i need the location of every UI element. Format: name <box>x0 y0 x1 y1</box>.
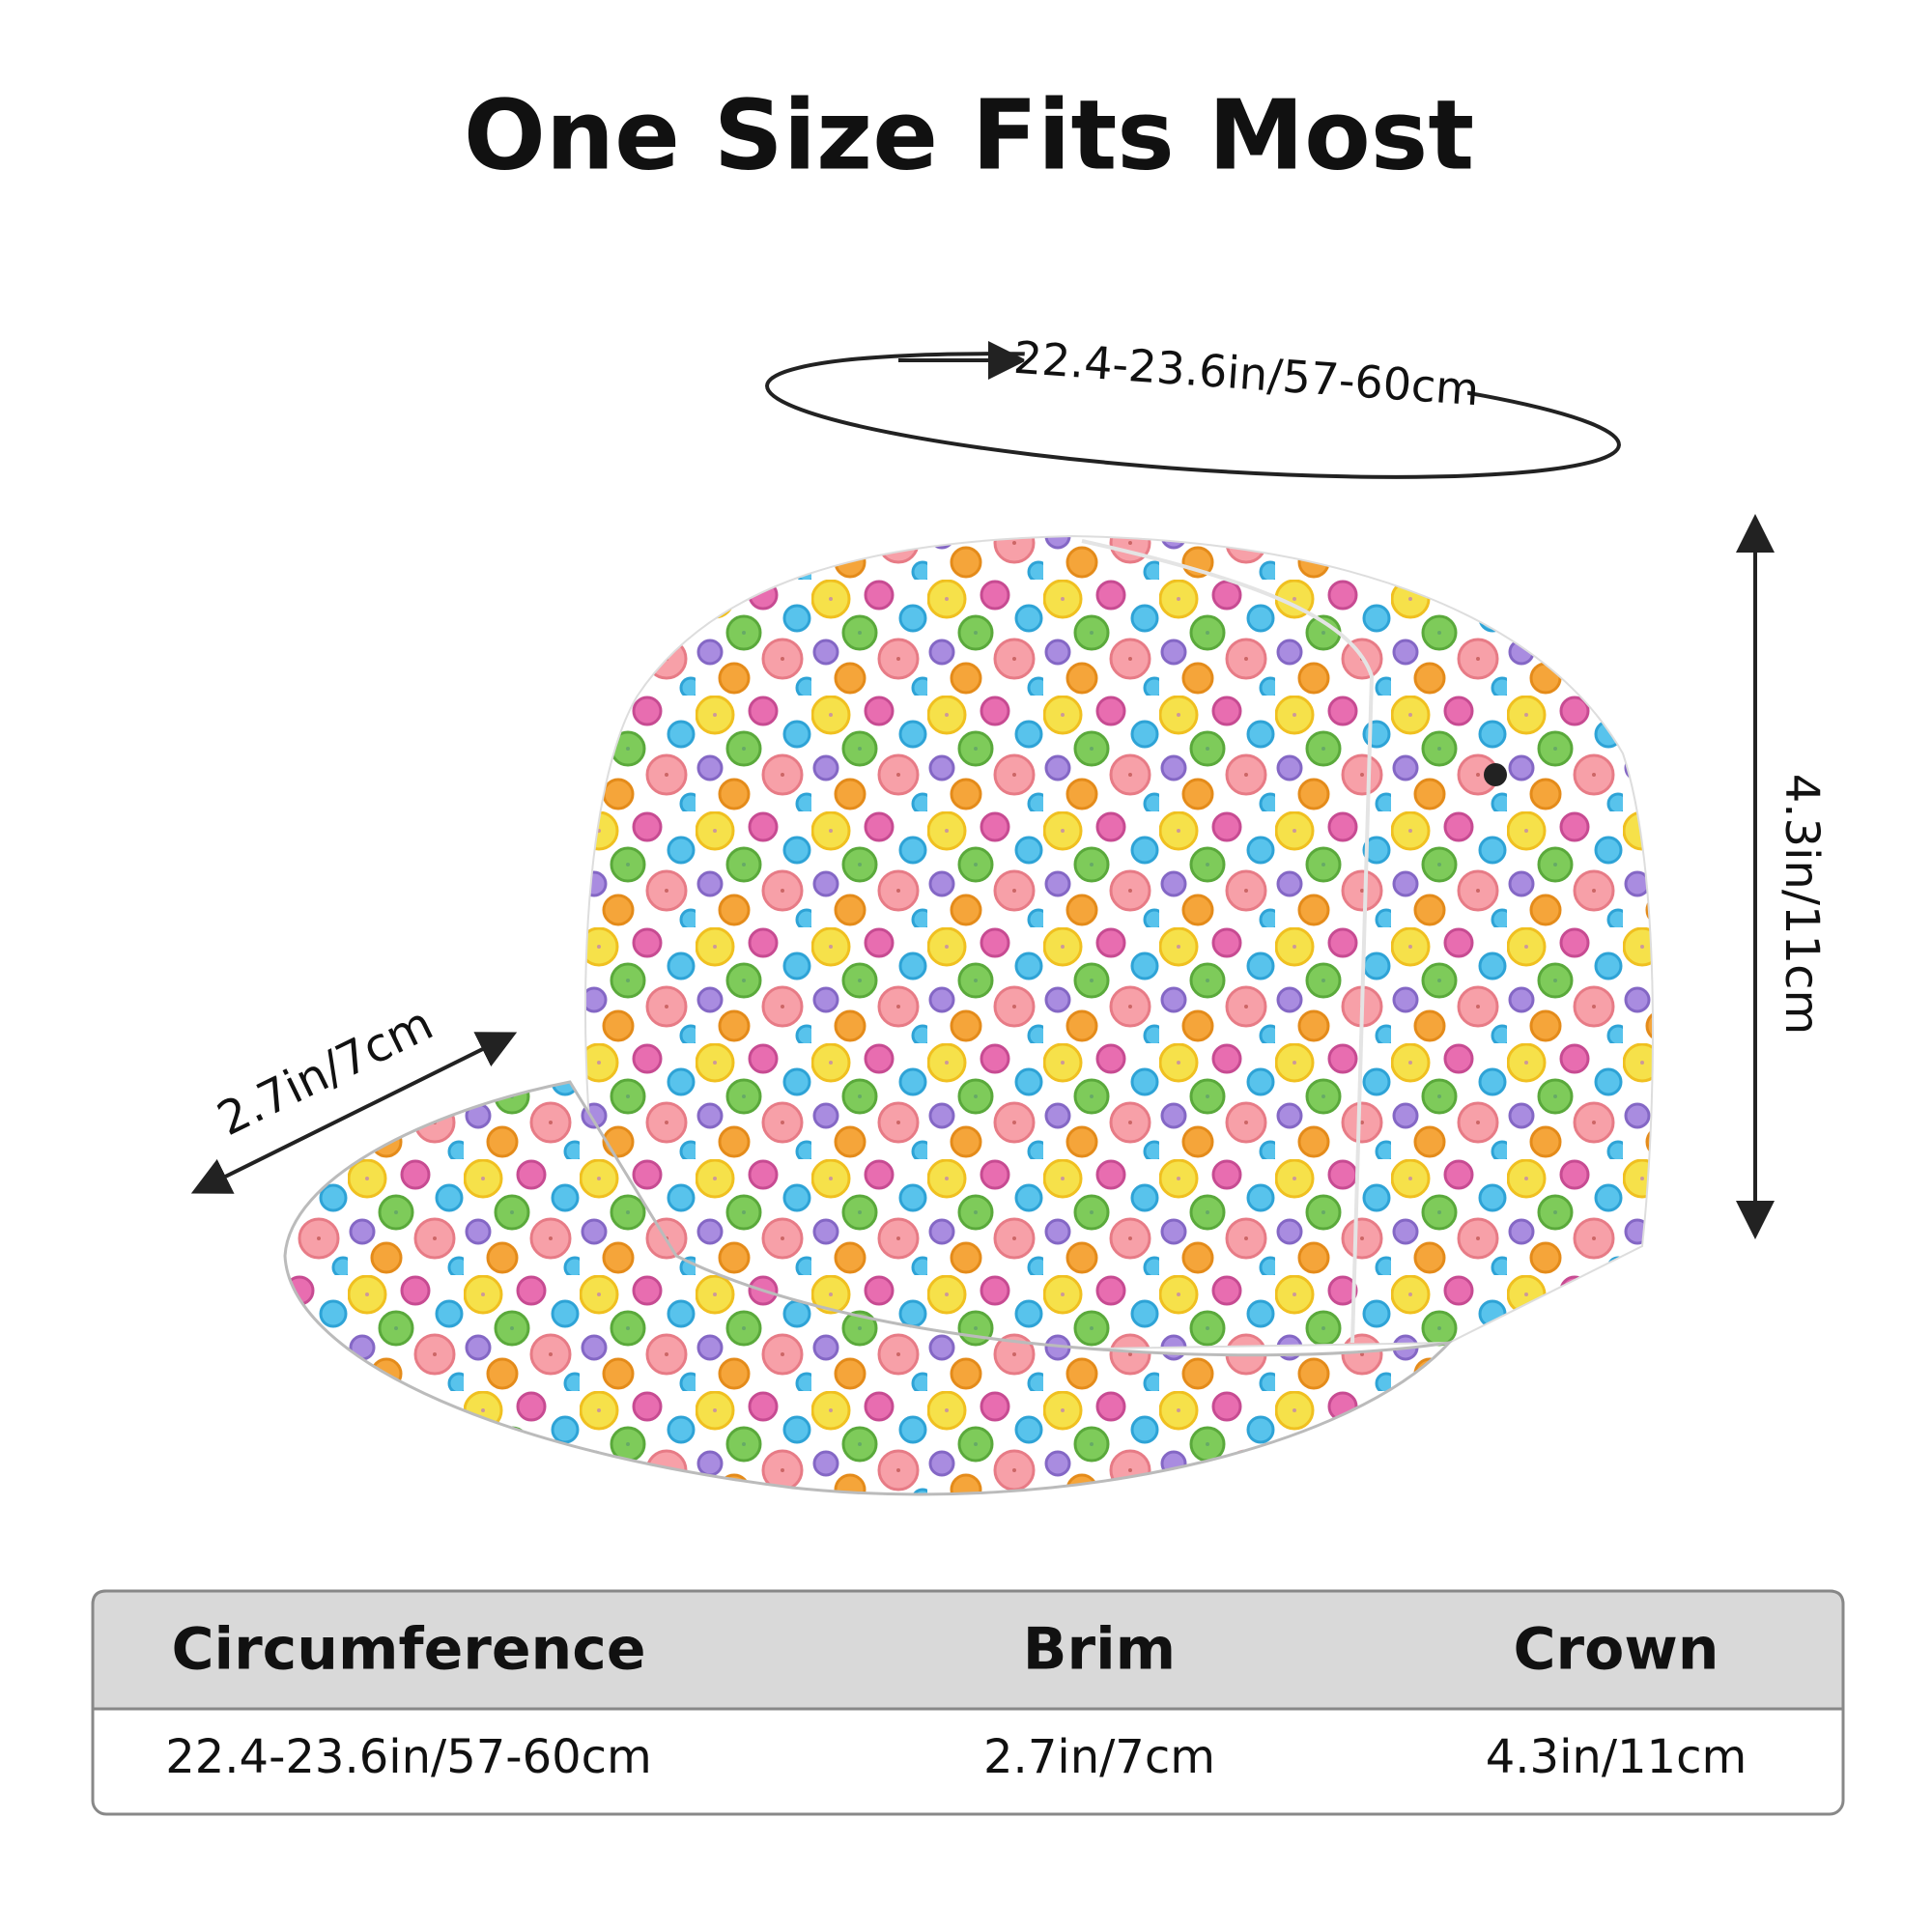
table-header: Crown <box>1514 1616 1719 1684</box>
table-cell: 22.4-23.6in/57-60cm <box>165 1730 652 1784</box>
title: One Size Fits Most <box>464 78 1474 191</box>
brim-label: 2.7in/7cm <box>210 997 441 1148</box>
crown-indicator: 4.3in/11cm <box>1736 514 1829 1239</box>
table-header: Brim <box>1023 1616 1176 1684</box>
hat-illustration <box>283 534 1655 1496</box>
crown-label: 4.3in/11cm <box>1775 774 1829 1036</box>
size-table: Circumference Brim Crown 22.4-23.6in/57-… <box>91 1589 1845 1816</box>
table-cell: 2.7in/7cm <box>983 1730 1215 1784</box>
table-cell: 4.3in/11cm <box>1486 1730 1747 1784</box>
table-header: Circumference <box>171 1616 645 1684</box>
circumference-indicator: 22.4-23.6in/57-60cm <box>765 327 1621 479</box>
